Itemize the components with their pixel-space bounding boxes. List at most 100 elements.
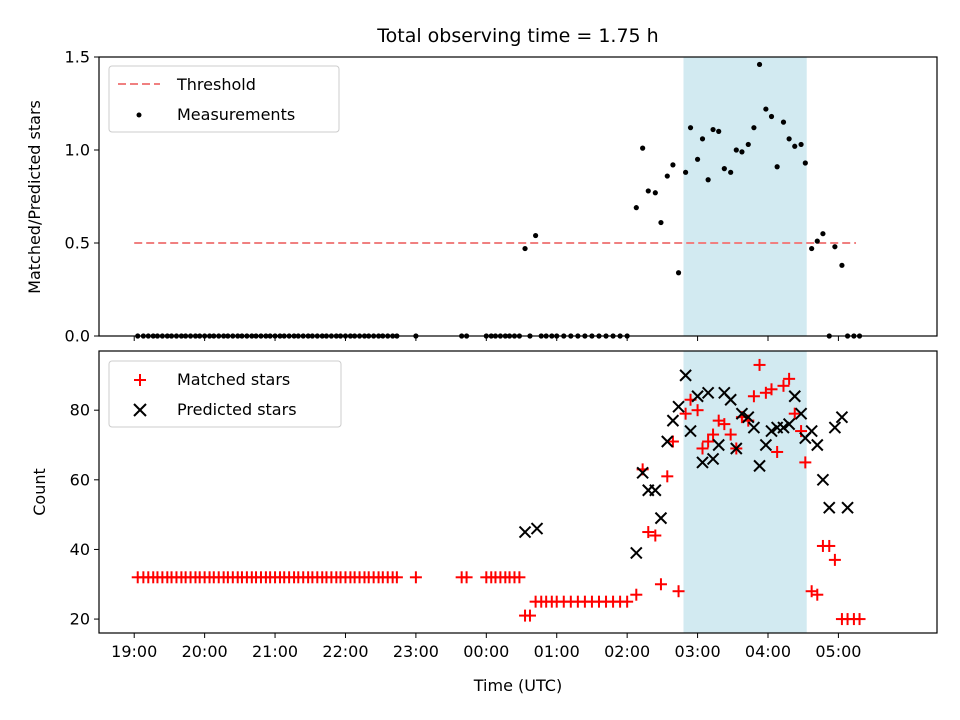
legend-threshold-label: Threshold	[176, 75, 256, 94]
observing-window-span	[683, 351, 807, 633]
measurement-point	[786, 136, 792, 142]
measurement-point	[728, 169, 734, 175]
measurement-point	[774, 164, 780, 170]
y-tick-label: 60	[70, 470, 90, 489]
predicted-star-point	[835, 410, 849, 424]
matched-star-point	[630, 588, 643, 601]
y-tick-label: 0.0	[65, 327, 90, 346]
measurement-point	[820, 231, 826, 237]
x-tick-label: 03:00	[675, 642, 721, 661]
measurement-point	[652, 190, 658, 196]
measurement-point	[658, 219, 664, 226]
measurement-point	[756, 61, 763, 68]
measurement-point	[733, 147, 739, 153]
measurement-point	[768, 113, 775, 120]
predicted-star-point	[691, 390, 704, 403]
predicted-star-point	[823, 501, 836, 514]
matched-star-point	[523, 609, 536, 622]
matched-star-point	[747, 390, 760, 403]
matched-star-point	[661, 470, 674, 483]
measurement-point	[664, 173, 670, 179]
x-tick-label: 00:00	[463, 642, 509, 661]
y-tick-label: 40	[70, 540, 90, 559]
measurement-point	[645, 188, 651, 194]
predicted-star-point	[788, 390, 801, 403]
matched-star-point	[853, 613, 866, 626]
matched-star-point	[799, 456, 812, 469]
matched-star-point	[666, 435, 679, 448]
predicted-star-point	[696, 456, 709, 469]
matched-star-point	[777, 379, 790, 392]
x-tick-label: 02:00	[604, 642, 650, 661]
matched-star-point	[771, 445, 784, 458]
measurement-point	[809, 245, 815, 252]
measurement-point	[751, 125, 757, 131]
predicted-star-point	[805, 424, 818, 438]
predicted-star-point	[654, 511, 668, 525]
matched-star-point	[707, 428, 720, 441]
count-legend: Matched stars Predicted stars	[108, 360, 342, 428]
predicted-star-point	[753, 459, 766, 473]
measurement-point	[798, 141, 804, 148]
legend-matched-label: Matched stars	[177, 370, 290, 389]
measurement-point	[832, 244, 838, 250]
y-tick-label: 0.5	[65, 234, 90, 253]
predicted-star-point	[828, 421, 842, 434]
x-tick-label: 19:00	[111, 642, 157, 661]
predicted-star-point	[777, 421, 790, 434]
predicted-star-point	[684, 424, 697, 438]
measurement-point	[675, 270, 682, 276]
measurement-point	[839, 262, 845, 268]
measurement-point	[699, 136, 706, 142]
x-tick-label: 01:00	[534, 642, 580, 661]
count-legend-box	[108, 360, 342, 428]
matched-star-point	[753, 358, 766, 371]
predicted-star-point	[706, 452, 720, 466]
x-tick-label: 20:00	[182, 642, 228, 661]
measurement-point	[739, 149, 745, 155]
measurement-point	[814, 238, 820, 244]
y-tick-label: 20	[70, 610, 90, 629]
legend-matched-swatch	[134, 374, 146, 386]
measurement-point	[687, 125, 694, 131]
ratio-panel-frame	[98, 56, 938, 337]
ratio-panel-ylabel: Matched/Predicted stars	[25, 100, 44, 294]
x-tick-label: 04:00	[745, 642, 791, 661]
matched-star-point	[696, 442, 709, 455]
observing-window-span	[683, 57, 807, 336]
y-tick-label: 1.5	[65, 48, 90, 67]
predicted-star-point	[782, 417, 796, 431]
ratio-legend-box	[108, 65, 340, 133]
x-tick-label: 23:00	[393, 642, 439, 661]
matched-star-point	[679, 407, 692, 420]
matched-star-point	[823, 539, 836, 552]
predicted-star-point	[518, 525, 532, 539]
predicted-star-point	[649, 484, 662, 497]
count-panel-frame	[98, 350, 938, 634]
legend-measurements-swatch	[136, 112, 142, 118]
predicted-star-point	[679, 369, 692, 382]
ratio-legend: Threshold Measurements	[108, 65, 340, 133]
predicted-star-point	[666, 414, 680, 427]
predicted-star-point	[735, 407, 749, 420]
measurement-point	[745, 141, 751, 148]
measurement-point	[802, 160, 808, 166]
predicted-star-point	[701, 386, 715, 399]
y-tick-label: 80	[70, 401, 90, 420]
count-panel-ylabel: Count	[30, 468, 49, 516]
measurement-point	[721, 166, 727, 172]
matched-star-point	[691, 404, 704, 417]
predicted-star-point	[730, 442, 743, 455]
predicted-star-point	[841, 501, 854, 514]
predicted-star-point	[630, 546, 643, 560]
matched-star-point	[765, 383, 778, 396]
matched-star-point	[621, 595, 634, 608]
matched-star-point	[724, 428, 737, 441]
matched-star-point	[718, 418, 731, 431]
matched-star-point	[390, 571, 403, 584]
x-axis-label: Time (UTC)	[473, 676, 562, 695]
x-tick-label: 21:00	[252, 642, 298, 661]
predicted-star-point	[759, 438, 773, 452]
predicted-star-point	[724, 393, 737, 406]
